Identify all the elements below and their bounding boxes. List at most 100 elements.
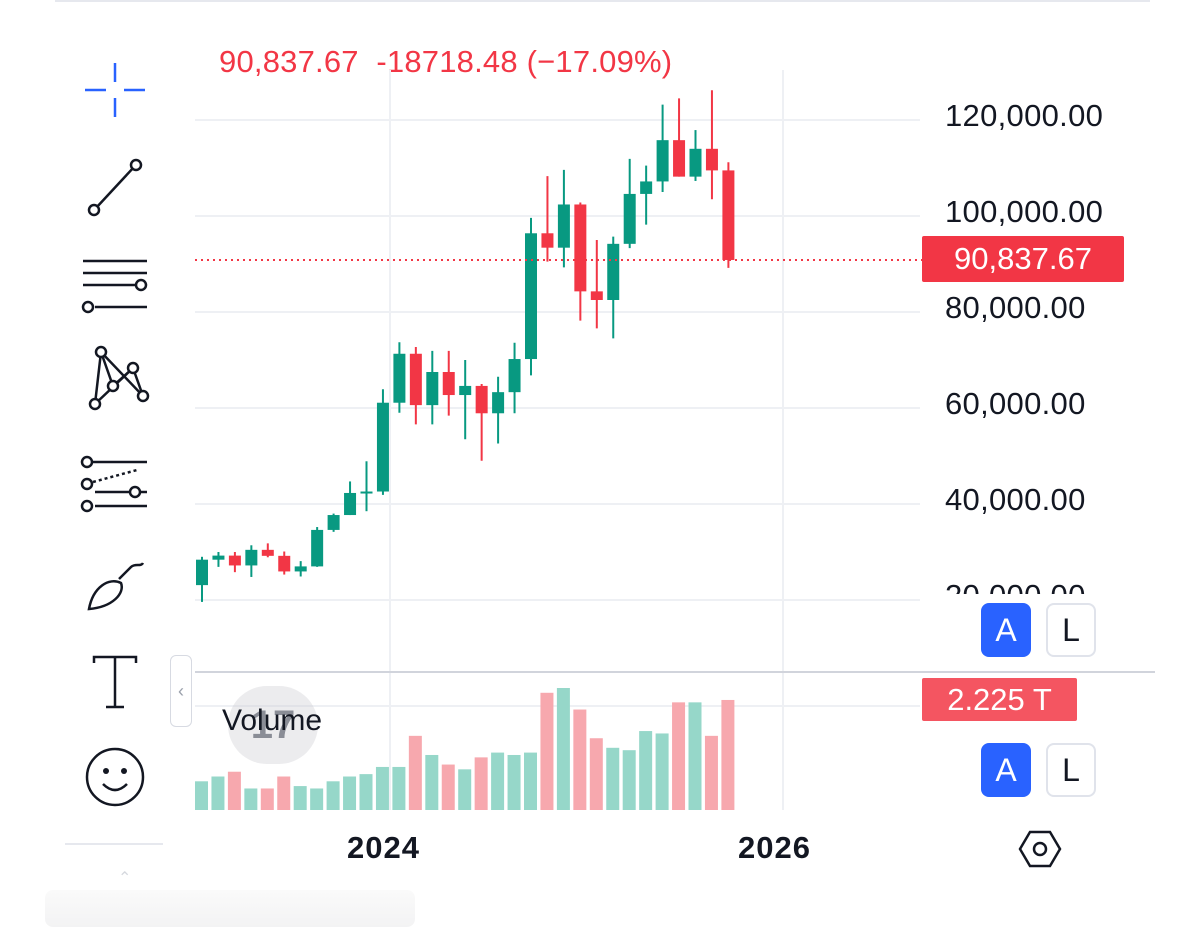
candle-body [327, 515, 340, 530]
candle-body [426, 372, 439, 406]
chevron-left-icon: ‹ [178, 680, 184, 701]
volume-bar [408, 735, 422, 810]
volume-bar [343, 776, 357, 810]
candle-body [656, 140, 669, 182]
volume-bar [622, 750, 636, 810]
volume-bar [277, 776, 291, 810]
price-axis-label-clipped: 20,000.00 [940, 578, 1120, 594]
forecast-tool[interactable] [75, 443, 155, 523]
chart-settings-button[interactable] [1016, 827, 1064, 871]
toolbar-bottom-divider [65, 843, 163, 845]
price-axis-label: 40,000.00 [945, 482, 1086, 517]
volume-bar [540, 692, 554, 810]
volume-bar [293, 786, 307, 810]
crosshair-icon [85, 63, 145, 117]
settings-hexagon-icon [1018, 830, 1062, 868]
auto-scale-button[interactable]: A [981, 603, 1031, 657]
volume-bar [721, 699, 735, 810]
candle-body [212, 555, 225, 560]
volume-bar [310, 788, 324, 810]
trend-line-tool[interactable] [75, 147, 155, 227]
drawing-toolbar [60, 50, 170, 820]
candle-body [492, 392, 505, 414]
volume-bar [524, 752, 537, 810]
volume-bar [425, 754, 439, 810]
price-axis-label: 100,000.00 [945, 194, 1104, 229]
volume-bar [260, 788, 274, 810]
price-axis-label: 60,000.00 [945, 386, 1086, 421]
trend-line-icon [87, 158, 143, 217]
fib-retracement-tool[interactable] [75, 242, 155, 322]
candle-body [508, 359, 521, 393]
candle-body [689, 148, 702, 177]
candle-body [574, 204, 587, 292]
volume-bar [441, 764, 455, 810]
volume-bar [639, 731, 653, 810]
brush-tool[interactable] [75, 542, 155, 622]
candle-body [294, 566, 307, 572]
candle-body [623, 193, 636, 244]
text-tool[interactable] [75, 640, 155, 720]
last-price-text: 90,837.67 [219, 44, 359, 79]
candle-body [376, 402, 389, 492]
candle-body [541, 233, 554, 248]
candle-body [459, 385, 472, 396]
volume-bar [211, 776, 225, 810]
volume-bar [606, 747, 620, 810]
volume-log-scale-button[interactable]: L [1046, 743, 1096, 797]
text-tool-icon [92, 655, 138, 709]
time-axis-label: 2026 [738, 830, 811, 865]
brush-icon [87, 562, 145, 611]
xabcd-pattern-icon [88, 345, 150, 411]
candle-body [311, 529, 324, 567]
candle-body [607, 243, 620, 300]
volume-auto-scale-button[interactable]: A [981, 743, 1031, 797]
candle-body [525, 233, 537, 360]
candle-body [278, 555, 291, 572]
candle-body [409, 353, 422, 406]
candle-body [393, 353, 406, 403]
last-price-badge: 90,837.67 [922, 236, 1124, 282]
volume-bar [491, 752, 505, 810]
volume-bar [672, 702, 686, 810]
price-axis-label: 80,000.00 [945, 290, 1086, 325]
volume-badge: 2.225 T [922, 678, 1077, 721]
volume-bar [507, 754, 521, 810]
xabcd-pattern-tool[interactable] [75, 337, 155, 417]
volume-bar [474, 757, 488, 810]
candle-body [722, 170, 735, 260]
volume-bar [227, 771, 241, 810]
candle-body [475, 385, 488, 414]
fib-retracement-icon [81, 259, 148, 314]
candle-body [196, 559, 208, 586]
top-divider [55, 0, 1150, 2]
price-change-readout: 90,837.67 -18718.48 (−17.09%) [219, 44, 672, 80]
candle-body [442, 372, 455, 396]
chevron-up-icon: ⌃ [118, 870, 132, 887]
price-axis-label: 20,000.00 [945, 578, 1086, 594]
candle-body [640, 181, 653, 194]
volume-bar [655, 733, 669, 810]
candle-body [228, 555, 241, 566]
price-axis-label: 120,000.00 [945, 98, 1104, 133]
forecast-icon [80, 455, 147, 513]
candle-body [673, 140, 686, 177]
candle-body [344, 492, 357, 516]
candle-body [360, 491, 373, 494]
volume-bar [359, 774, 373, 810]
candle-body [261, 549, 274, 556]
toolbar-collapse-handle[interactable]: ‹ [170, 655, 192, 727]
volume-pane-title: Volume [222, 704, 323, 737]
bottom-bar [45, 890, 415, 927]
change-pct-text: (−17.09%) [526, 44, 673, 79]
log-scale-button[interactable]: L [1046, 603, 1096, 657]
emoji-tool[interactable] [75, 737, 155, 817]
volume-bar [589, 738, 603, 810]
crosshair-tool[interactable] [75, 50, 155, 130]
volume-bar [392, 766, 406, 810]
time-axis-label: 2024 [347, 830, 420, 865]
volume-bar [458, 769, 472, 810]
candle-body [557, 204, 570, 248]
volume-bar [244, 788, 258, 810]
